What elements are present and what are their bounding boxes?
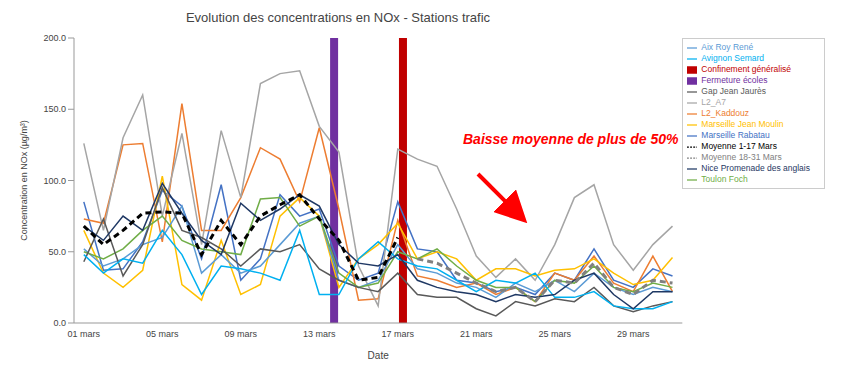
svg-text:17 mars: 17 mars: [382, 329, 415, 339]
svg-text:50.0: 50.0: [48, 247, 66, 257]
svg-text:150.0: 150.0: [43, 104, 66, 114]
html-text:Fermeture écoles: Fermeture écoles: [701, 75, 768, 85]
svg-text:Concentration en NOx (µg/m³): Concentration en NOx (µg/m³): [19, 120, 29, 241]
html-text:Avignon Semard: Avignon Semard: [701, 53, 764, 63]
html-text:Marseille Rabatau: Marseille Rabatau: [701, 130, 770, 140]
html-text:Moyenne 18-31 Mars: Moyenne 18-31 Mars: [701, 152, 782, 162]
html-text:Aix Roy René: Aix Roy René: [701, 42, 754, 52]
svg-text:200.0: 200.0: [43, 33, 66, 43]
html-text:Confinement généralisé: Confinement généralisé: [701, 64, 792, 74]
html-text:L2_Kaddouz: L2_Kaddouz: [701, 108, 750, 118]
html-text:Nice Promenade des anglais: Nice Promenade des anglais: [701, 163, 810, 173]
svg-text:25 mars: 25 mars: [539, 329, 572, 339]
svg-text:21 mars: 21 mars: [460, 329, 493, 339]
svg-text:29 mars: 29 mars: [617, 329, 650, 339]
html-text:Marseille Jean Moulin: Marseille Jean Moulin: [701, 119, 784, 129]
svg-text:Baisse moyenne de plus de 50%: Baisse moyenne de plus de 50%: [463, 131, 679, 147]
svg-text:01 mars: 01 mars: [68, 329, 101, 339]
html-text:Moyenne 1-17 Mars: Moyenne 1-17 Mars: [701, 141, 777, 151]
svg-text:100.0: 100.0: [43, 176, 66, 186]
svg-text:13 mars: 13 mars: [303, 329, 336, 339]
svg-text:Date: Date: [368, 350, 390, 361]
svg-text:0.0: 0.0: [53, 318, 66, 328]
html-text:L2_A7: L2_A7: [701, 97, 726, 107]
html-text:Gap Jean Jaurès: Gap Jean Jaurès: [701, 86, 766, 96]
svg-text:09 mars: 09 mars: [225, 329, 258, 339]
html-text:Toulon Foch: Toulon Foch: [701, 174, 748, 184]
html-text:Evolution des concentrations e: Evolution des concentrations en NOx - St…: [185, 10, 491, 25]
svg-text:05 mars: 05 mars: [146, 329, 179, 339]
